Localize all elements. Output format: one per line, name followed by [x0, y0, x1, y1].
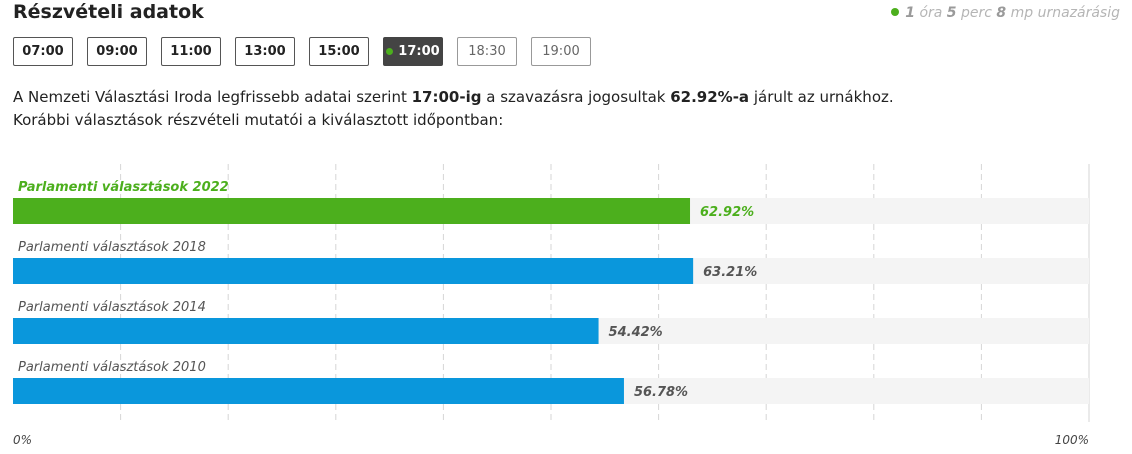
- active-dot-icon: [386, 48, 394, 55]
- status-dot-icon: [891, 8, 900, 16]
- countdown-timer: 1 óra 5 perc 8 mp urnazárásig: [891, 5, 1120, 21]
- x-tick-label-min: 0%: [13, 433, 32, 447]
- page-title: Részvételi adatok: [13, 1, 204, 23]
- value-label: 56.78%: [634, 385, 688, 400]
- time-button-label: 07:00: [22, 44, 64, 59]
- category-label: Parlamenti választások 2014: [18, 300, 206, 315]
- time-button-1900[interactable]: 19:00: [531, 37, 591, 66]
- value-label: 54.42%: [609, 325, 663, 340]
- time-button-label: 09:00: [96, 44, 138, 59]
- time-button-label: 11:00: [170, 44, 212, 59]
- description-part1: A Nemzeti Választási Iroda legfrissebb a…: [13, 88, 412, 106]
- turnout-description: A Nemzeti Választási Iroda legfrissebb a…: [13, 86, 894, 132]
- countdown-minutes-unit: perc: [961, 5, 992, 21]
- bar: [13, 258, 694, 284]
- category-label: Parlamenti választások 2022: [18, 180, 229, 195]
- category-label: Parlamenti választások 2010: [18, 360, 206, 375]
- countdown-hours-unit: óra: [919, 5, 943, 21]
- description-percent: 62.92%-a: [670, 88, 750, 106]
- time-button-1700[interactable]: 17:00: [383, 37, 443, 66]
- countdown-seconds: 8: [996, 5, 1007, 21]
- x-tick-label-max: 100%: [1055, 433, 1089, 447]
- value-label: 63.21%: [703, 265, 757, 280]
- value-label: 62.92%: [700, 205, 754, 220]
- bar: [13, 198, 691, 224]
- bar: [13, 318, 599, 344]
- time-button-label: 18:30: [468, 44, 506, 59]
- time-button-label: 17:00: [398, 44, 440, 59]
- category-label: Parlamenti választások 2018: [18, 240, 206, 255]
- time-button-1830[interactable]: 18:30: [457, 37, 517, 66]
- description-part3: járult az urnákhoz.: [749, 88, 894, 106]
- countdown-minutes: 5: [946, 5, 957, 21]
- description-line-2: Korábbi választások részvételi mutatói a…: [13, 111, 504, 129]
- time-button-0900[interactable]: 09:00: [87, 37, 147, 66]
- description-line-1: A Nemzeti Választási Iroda legfrissebb a…: [13, 86, 894, 109]
- time-button-1100[interactable]: 11:00: [161, 37, 221, 66]
- time-button-label: 13:00: [244, 44, 286, 59]
- time-button-1300[interactable]: 13:00: [235, 37, 295, 66]
- countdown-seconds-unit: mp urnazárásig: [1010, 5, 1120, 21]
- time-selector: 07:00 09:00 11:00 13:00 15:00 17:00 18:3…: [13, 37, 591, 66]
- time-button-label: 19:00: [542, 44, 580, 59]
- turnout-bar-chart: Parlamenti választások 2022 62.92% Parlame…: [13, 164, 1090, 447]
- countdown-hours: 1: [905, 5, 915, 21]
- time-button-1500[interactable]: 15:00: [309, 37, 369, 66]
- time-button-0700[interactable]: 07:00: [13, 37, 73, 66]
- description-time: 17:00-ig: [411, 88, 482, 106]
- description-part2: a szavazásra jogosultak: [481, 88, 671, 106]
- bar: [13, 378, 624, 404]
- time-button-label: 15:00: [318, 44, 360, 59]
